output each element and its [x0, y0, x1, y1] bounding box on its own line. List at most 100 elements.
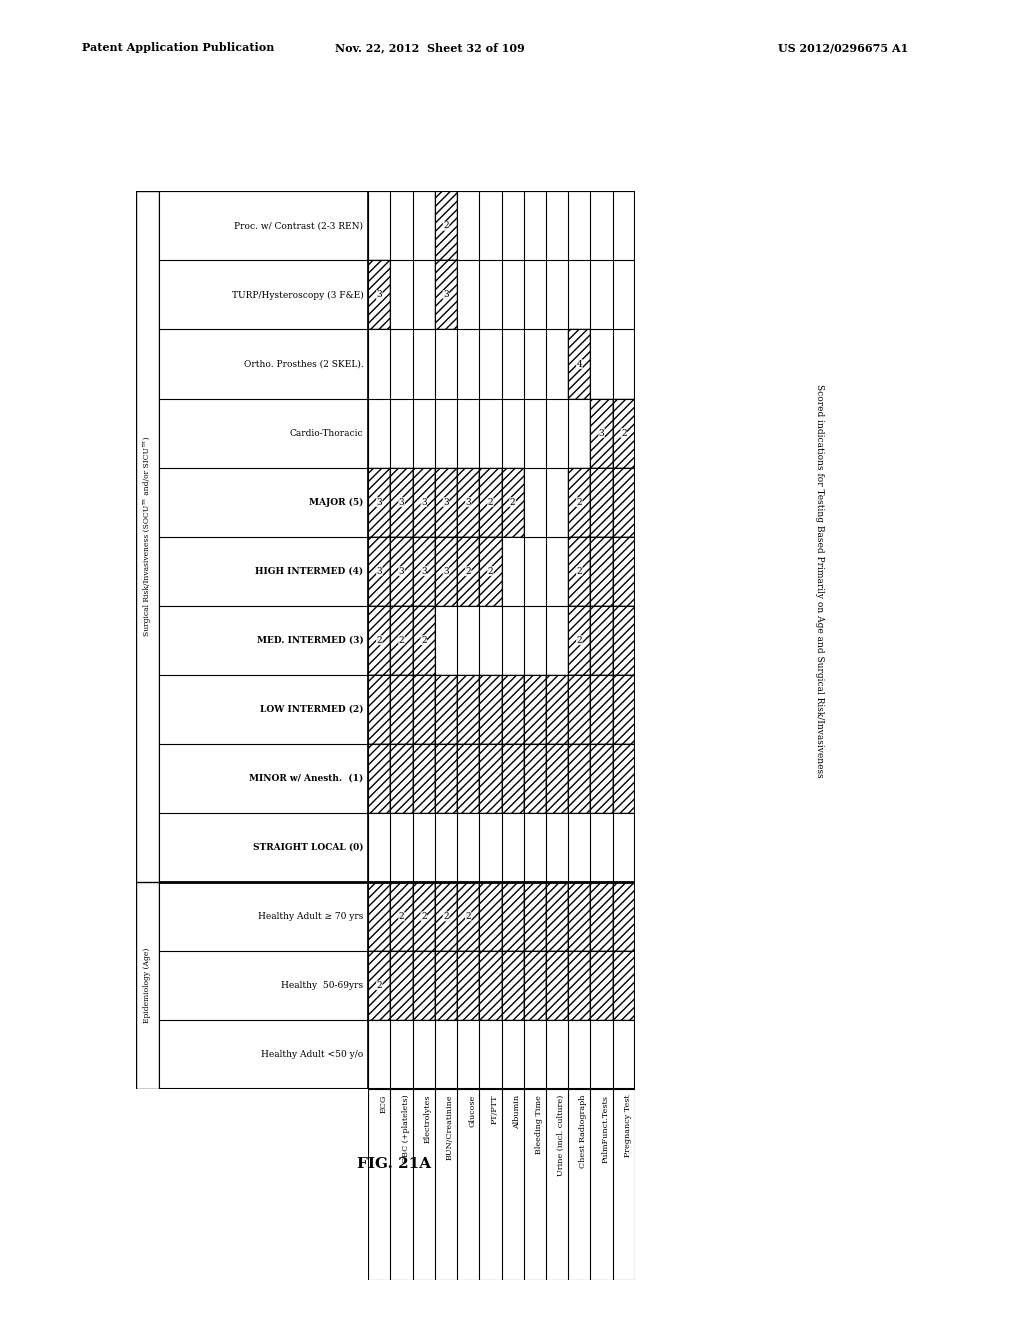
Text: FIG. 21A: FIG. 21A — [357, 1158, 431, 1171]
Text: Glucose: Glucose — [468, 1094, 476, 1127]
Text: 3: 3 — [377, 566, 382, 576]
Bar — [591, 743, 612, 813]
Text: 2: 2 — [443, 912, 449, 921]
Bar — [390, 606, 413, 675]
Text: Cardio-Thoracic: Cardio-Thoracic — [290, 429, 364, 437]
Text: 2: 2 — [577, 636, 582, 644]
Bar — [591, 882, 612, 950]
Bar — [502, 743, 523, 813]
Text: Proc. w/ Contrast (2-3 REN): Proc. w/ Contrast (2-3 REN) — [234, 222, 364, 231]
Bar — [546, 743, 568, 813]
Bar — [369, 743, 390, 813]
Text: 3: 3 — [421, 498, 427, 507]
Bar — [413, 675, 435, 743]
Bar — [390, 467, 413, 537]
Bar — [612, 882, 635, 950]
Bar — [502, 882, 523, 950]
Text: TURP/Hysteroscopy (3 F&E): TURP/Hysteroscopy (3 F&E) — [231, 290, 364, 300]
Bar — [568, 950, 591, 1020]
Bar — [591, 467, 612, 537]
Bar — [523, 675, 546, 743]
Bar — [479, 467, 502, 537]
Bar — [369, 467, 390, 537]
Text: 3: 3 — [443, 566, 449, 576]
Text: MED. INTERMED (3): MED. INTERMED (3) — [257, 636, 364, 644]
Bar — [390, 950, 413, 1020]
Text: CBC (+platelets): CBC (+platelets) — [401, 1094, 410, 1163]
Text: 2: 2 — [510, 498, 515, 507]
Bar — [435, 467, 457, 537]
Bar — [413, 882, 435, 950]
Text: US 2012/0296675 A1: US 2012/0296675 A1 — [778, 42, 908, 53]
Bar — [369, 260, 390, 330]
Bar — [612, 399, 635, 467]
Bar — [612, 950, 635, 1020]
Text: 4: 4 — [577, 359, 583, 368]
Text: 2: 2 — [621, 429, 627, 437]
Text: Healthy Adult ≥ 70 yrs: Healthy Adult ≥ 70 yrs — [258, 912, 364, 921]
Text: 2: 2 — [466, 912, 471, 921]
Text: 3: 3 — [398, 498, 404, 507]
Bar — [591, 537, 612, 606]
Bar — [457, 675, 479, 743]
Bar — [435, 191, 457, 260]
Bar — [369, 675, 390, 743]
Text: Epidemiology (Age): Epidemiology (Age) — [143, 948, 152, 1023]
Bar — [612, 467, 635, 537]
Bar — [457, 467, 479, 537]
Bar — [612, 537, 635, 606]
Text: ECG: ECG — [379, 1094, 387, 1113]
Bar — [435, 743, 457, 813]
Text: 2: 2 — [398, 912, 404, 921]
Bar — [479, 675, 502, 743]
Bar — [457, 537, 479, 606]
Text: 2: 2 — [577, 566, 582, 576]
Text: 2: 2 — [421, 912, 427, 921]
Text: 2: 2 — [577, 498, 582, 507]
Bar — [479, 882, 502, 950]
Bar — [479, 950, 502, 1020]
Bar — [390, 675, 413, 743]
Bar — [568, 675, 591, 743]
Text: Pregnancy Test: Pregnancy Test — [624, 1094, 632, 1158]
Bar — [413, 950, 435, 1020]
Text: BUN/Creatinine: BUN/Creatinine — [446, 1094, 454, 1160]
Bar — [568, 882, 591, 950]
Text: 2: 2 — [421, 636, 427, 644]
Bar — [502, 467, 523, 537]
Text: Healthy  50-69yrs: Healthy 50-69yrs — [282, 981, 364, 990]
Text: STRAIGHT LOCAL (0): STRAIGHT LOCAL (0) — [253, 843, 364, 851]
Text: Urine (incl. culture): Urine (incl. culture) — [557, 1094, 565, 1176]
Text: 3: 3 — [421, 566, 427, 576]
Text: Surgical Risk/Invasiveness (SOCU™ and/or SICU™): Surgical Risk/Invasiveness (SOCU™ and/or… — [143, 437, 152, 636]
Text: 2: 2 — [377, 636, 382, 644]
Text: MAJOR (5): MAJOR (5) — [309, 498, 364, 507]
Bar — [435, 260, 457, 330]
Bar — [390, 537, 413, 606]
Bar — [435, 537, 457, 606]
Text: 3: 3 — [398, 566, 404, 576]
Bar — [612, 675, 635, 743]
Text: 3: 3 — [443, 498, 449, 507]
Bar — [502, 675, 523, 743]
Text: Scored indications for Testing Based Primarily on Age and Surgical Risk/Invasive: Scored indications for Testing Based Pri… — [815, 384, 823, 777]
Text: 2: 2 — [443, 222, 449, 231]
Text: 2: 2 — [487, 566, 494, 576]
Text: 3: 3 — [377, 290, 382, 300]
Bar — [591, 399, 612, 467]
Text: 2: 2 — [466, 566, 471, 576]
Text: PT/PTT: PT/PTT — [490, 1094, 499, 1125]
Bar — [369, 537, 390, 606]
Text: 3: 3 — [377, 498, 382, 507]
Bar — [390, 743, 413, 813]
Bar — [568, 537, 591, 606]
Bar — [479, 743, 502, 813]
Text: 2: 2 — [377, 981, 382, 990]
Bar — [479, 537, 502, 606]
Text: 3: 3 — [443, 290, 449, 300]
Text: HIGH INTERMED (4): HIGH INTERMED (4) — [255, 566, 364, 576]
Text: Ortho. Prosthes (2 SKEL).: Ortho. Prosthes (2 SKEL). — [244, 359, 364, 368]
Text: Albumin: Albumin — [513, 1094, 520, 1129]
Text: LOW INTERMED (2): LOW INTERMED (2) — [260, 705, 364, 714]
Bar — [369, 950, 390, 1020]
